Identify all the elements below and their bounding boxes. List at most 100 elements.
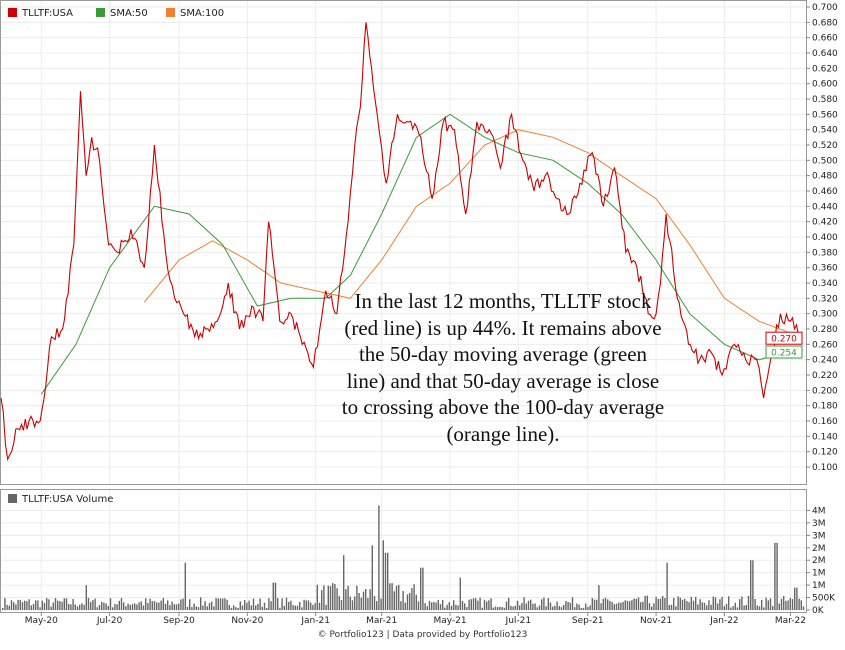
volume-bar <box>314 603 316 610</box>
volume-bar <box>384 552 387 610</box>
volume-bar <box>596 599 598 610</box>
volume-bar <box>136 604 138 610</box>
volume-bar <box>367 598 369 610</box>
volume-bar <box>684 598 686 610</box>
volume-bar <box>538 605 541 610</box>
volume-bar <box>191 607 193 610</box>
volume-bar <box>690 596 692 610</box>
volume-bar <box>422 567 424 610</box>
volume-bar <box>455 604 457 610</box>
volume-bar <box>574 607 576 610</box>
volume-bar <box>279 607 281 610</box>
volume-bar <box>345 589 347 610</box>
volume-bar <box>666 562 668 610</box>
volume-bar <box>46 598 48 610</box>
volume-bar <box>349 596 351 610</box>
volume-bar <box>52 602 54 610</box>
volume-bar <box>697 604 699 610</box>
volume-bar <box>761 599 763 610</box>
volume-bar <box>519 605 521 610</box>
volume-bar <box>633 598 635 610</box>
volume-bar <box>717 603 719 610</box>
volume-bar <box>433 601 435 610</box>
volume-bar <box>156 602 158 610</box>
volume-bar <box>347 585 349 610</box>
vol-tick-label: 3M <box>812 519 826 529</box>
volume-bar <box>785 600 787 610</box>
volume-bar <box>657 598 659 610</box>
volume-bar <box>747 595 750 610</box>
volume-bar <box>642 601 644 610</box>
volume-bar <box>765 597 767 610</box>
volume-bar <box>2 607 4 610</box>
volume-bar <box>259 598 261 610</box>
y-tick-label: 0.140 <box>812 432 838 442</box>
volume-bar <box>211 601 213 610</box>
volume-bar <box>712 596 714 610</box>
volume-bar <box>780 598 783 610</box>
volume-bar <box>701 602 703 610</box>
volume-bar <box>664 597 666 610</box>
y-tick-label: 0.700 <box>812 3 838 13</box>
volume-bar <box>28 599 30 610</box>
volume-bar <box>123 602 125 610</box>
volume-bar <box>59 601 61 610</box>
volume-bar <box>24 600 26 610</box>
volume-bar <box>98 605 101 610</box>
y-tick-label: 0.620 <box>812 64 838 74</box>
volume-bar <box>387 552 389 610</box>
volume-bar <box>158 602 160 610</box>
volume-bar <box>543 597 545 610</box>
volume-bar <box>461 600 464 610</box>
volume-bar <box>466 607 468 610</box>
volume-bar <box>101 601 103 610</box>
x-tick-label: Jul-21 <box>505 616 532 626</box>
x-tick-label: May-20 <box>25 616 58 626</box>
volume-bar <box>558 606 560 610</box>
volume-bar <box>268 598 270 610</box>
volume-bar <box>402 591 404 610</box>
volume-bar <box>237 607 239 610</box>
y-tick-label: 0.320 <box>812 294 838 304</box>
volume-bar <box>217 598 219 610</box>
volume-bar <box>109 598 112 610</box>
volume-bar <box>197 607 200 610</box>
volume-bar <box>39 607 41 610</box>
volume-bar <box>699 599 701 610</box>
volume-axis-ticks: 4M 3M 3M 2M 2M 1M 1M 500K 0K <box>806 506 836 616</box>
volume-bar <box>607 599 609 610</box>
volume-bar <box>417 601 420 610</box>
volume-bar <box>796 587 798 610</box>
volume-bar <box>644 595 646 610</box>
x-tick-label: Jul-20 <box>96 616 123 626</box>
grid-lines <box>1 1 806 612</box>
volume-bar <box>272 582 274 610</box>
volume-bar <box>673 597 675 610</box>
volume-bar <box>215 598 217 610</box>
volume-bar <box>219 598 222 610</box>
volume-bar <box>800 600 802 610</box>
volume-bar <box>591 598 593 610</box>
vol-tick-label: 500K <box>812 594 836 604</box>
series-lines <box>0 22 801 462</box>
x-tick-label: Mar-21 <box>366 616 397 626</box>
volume-bar <box>222 598 224 610</box>
y-tick-label: 0.540 <box>812 126 838 136</box>
volume-bar <box>281 598 283 610</box>
volume-bar <box>508 597 510 610</box>
volume-bar <box>175 604 178 610</box>
volume-bar <box>404 602 406 610</box>
volume-bar <box>4 598 6 610</box>
legend-label: SMA:100 <box>180 8 224 19</box>
volume-bar <box>400 601 402 610</box>
volume-bar <box>626 600 629 610</box>
volume-bar <box>525 603 527 610</box>
volume-bar <box>706 605 708 610</box>
volume-bar <box>340 600 343 610</box>
volume-bar <box>439 604 442 610</box>
volume-bar <box>530 599 532 610</box>
volume-bar <box>92 600 94 610</box>
price-legend: TLLTF:USA SMA:50 SMA:100 <box>8 8 224 19</box>
volume-bar <box>580 607 582 610</box>
